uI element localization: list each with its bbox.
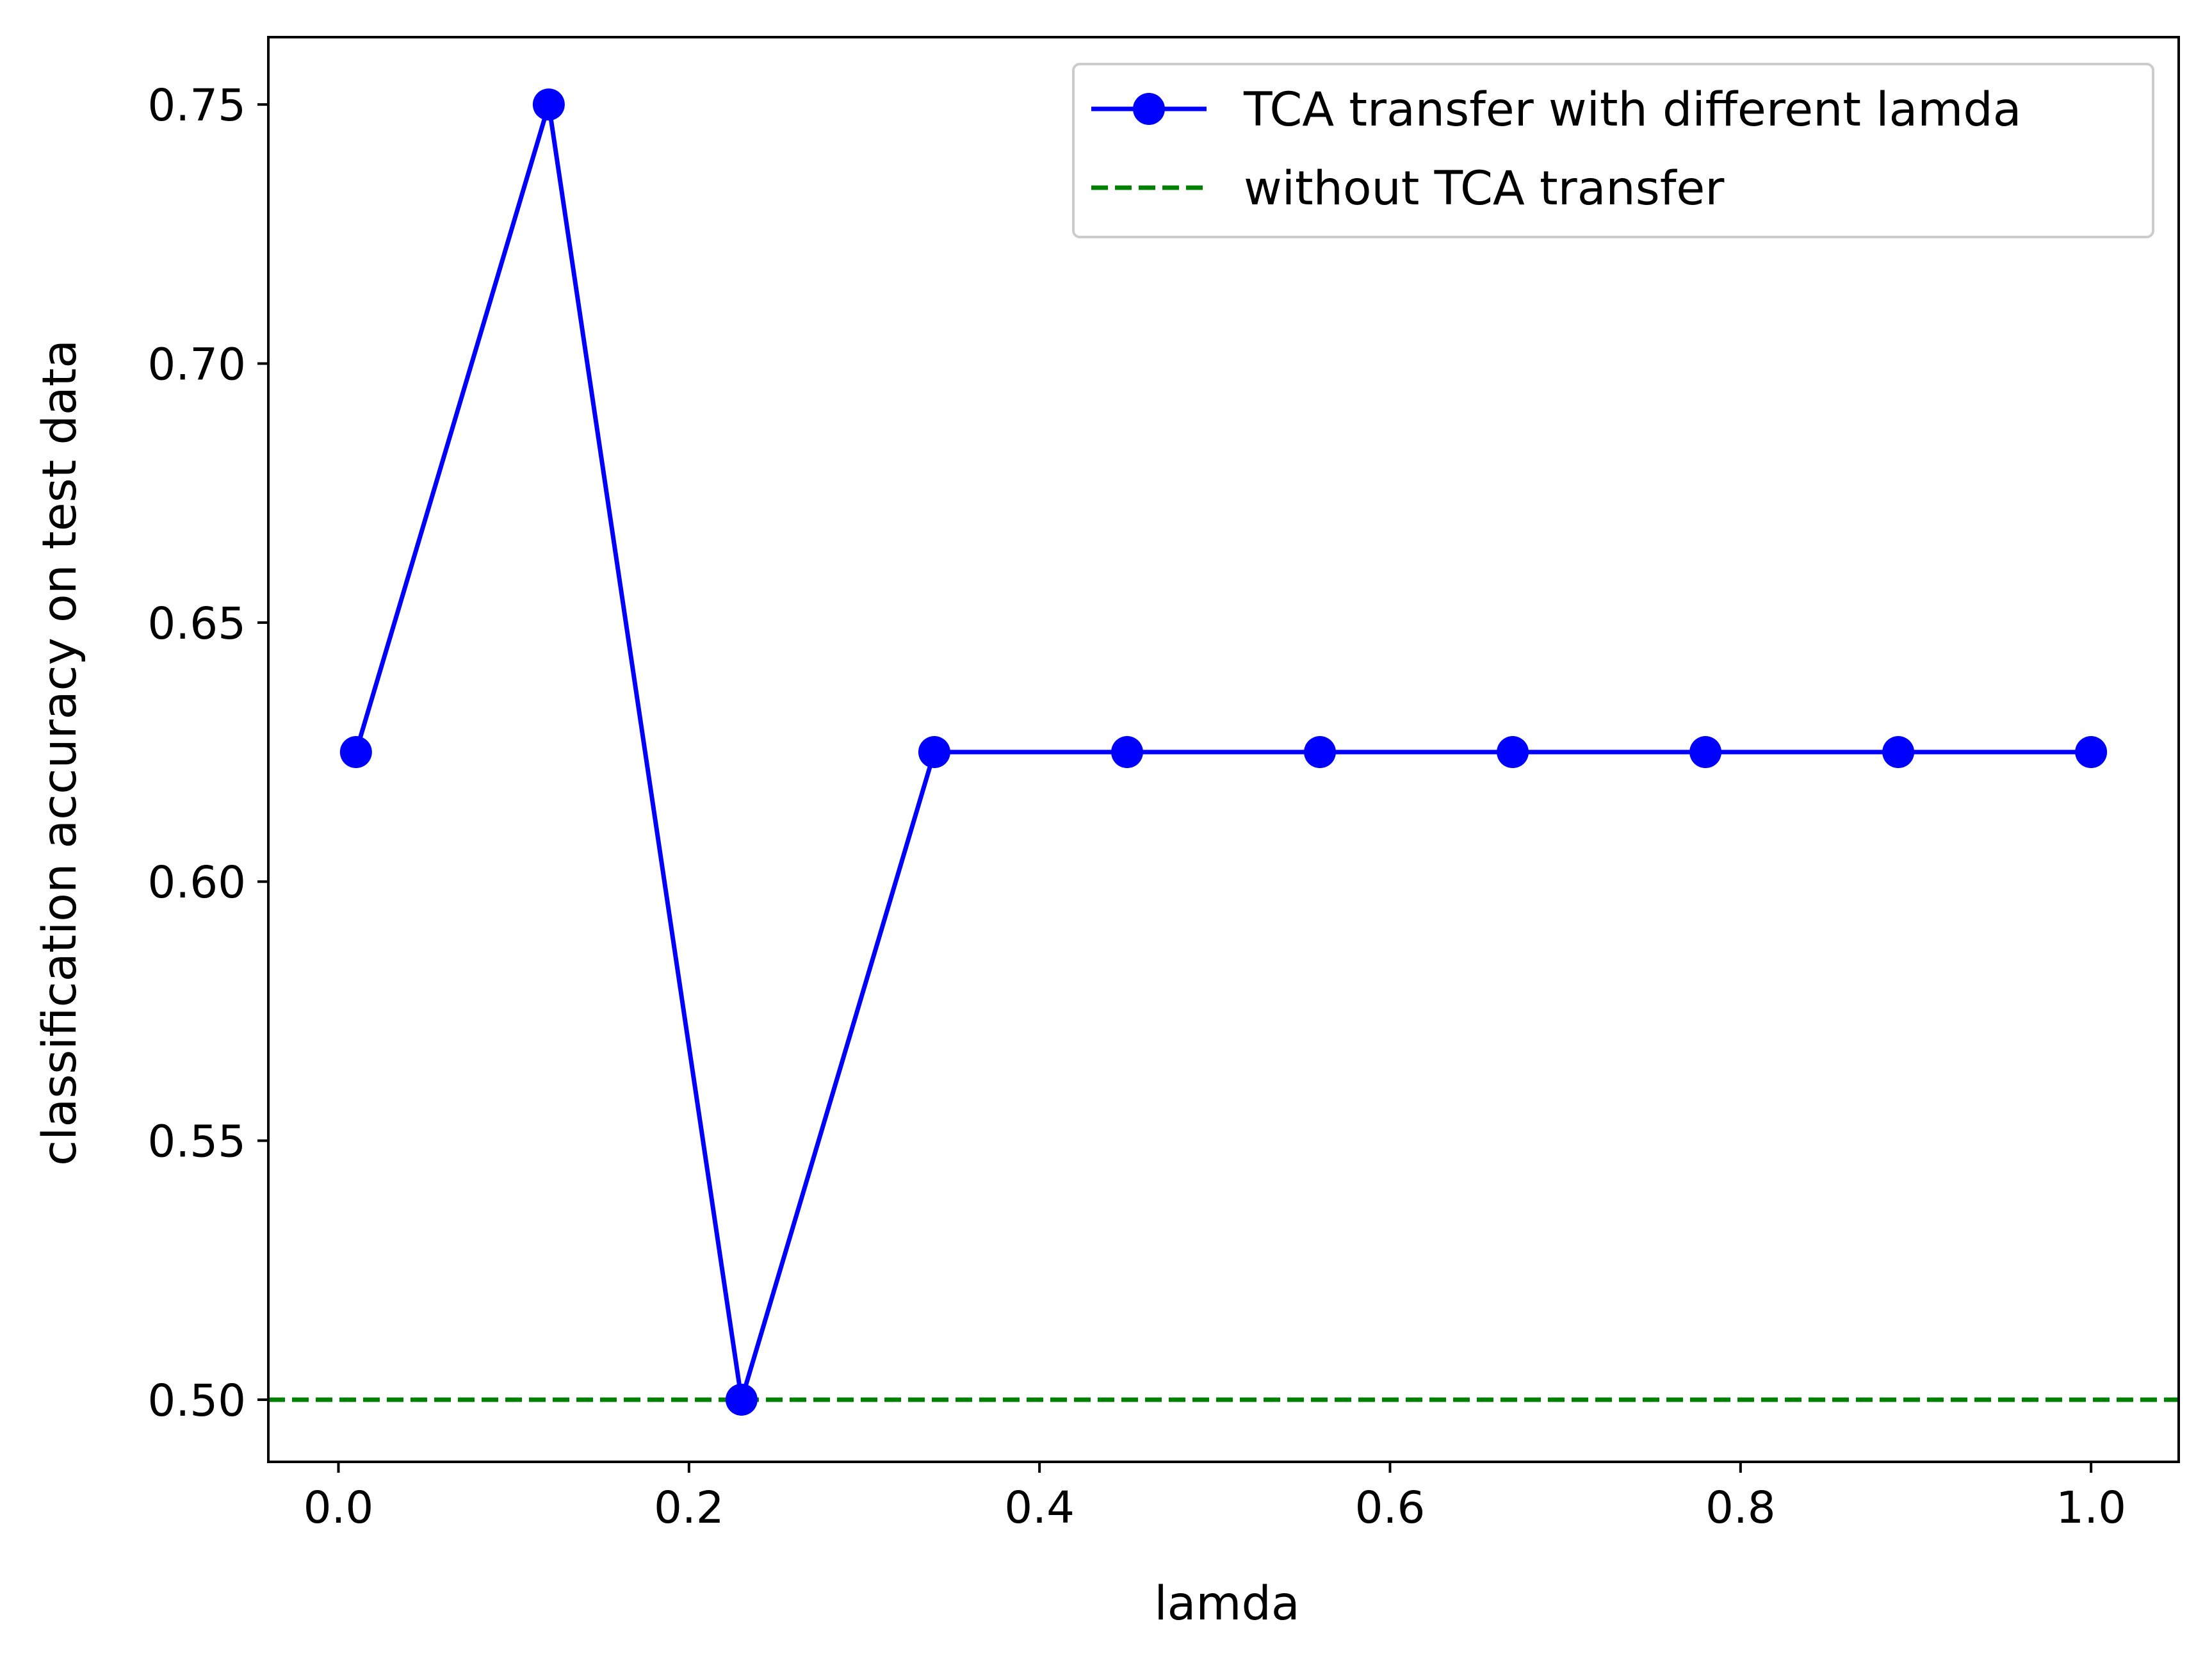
y-tick-label-5: 0.75 [147,80,246,131]
legend: TCA transfer with different lamda withou… [1072,63,2154,238]
data-point-5 [1304,736,1337,769]
legend-label-tca: TCA transfer with different lamda [1243,83,2021,137]
axes-layer: 0.0 0.2 0.4 0.6 0.8 1.0 0.50 0.55 0.60 0.65 0.70 0.… [147,36,2180,1534]
x-tick-label-5: 1.0 [2056,1482,2126,1534]
y-tick-label-4: 0.70 [147,339,246,390]
x-tick-label-0: 0.0 [304,1482,374,1534]
data-point-1 [532,88,565,121]
legend-label-baseline: without TCA transfer [1244,161,1725,216]
plot-frame [267,36,2180,1463]
data-point-8 [1882,736,1915,769]
series-line-tca [354,104,2092,1400]
x-tick-label-1: 0.2 [654,1482,724,1534]
legend-marker-tca [1133,93,1165,125]
data-point-7 [1689,736,1722,769]
legend-box [1072,63,2154,238]
y-tick-label-0: 0.50 [147,1375,246,1427]
data-point-0 [339,736,372,769]
data-point-6 [1497,736,1529,769]
y-tick-label-2: 0.60 [147,857,246,908]
y-tick-label-3: 0.65 [147,598,246,650]
data-point-4 [1110,736,1143,769]
data-point-3 [918,736,950,769]
y-axis-label: classification accuracy on test data [33,340,87,1166]
x-tick-label-4: 0.8 [1705,1482,1776,1534]
x-axis-label: lamda [1154,1577,1299,1631]
series-layer [268,88,2179,1416]
x-tick-label-2: 0.4 [1004,1482,1075,1534]
y-tick-label-1: 0.55 [147,1117,246,1168]
data-point-2 [725,1383,758,1416]
x-tick-label-3: 0.6 [1355,1482,1426,1534]
data-point-9 [2075,736,2108,769]
